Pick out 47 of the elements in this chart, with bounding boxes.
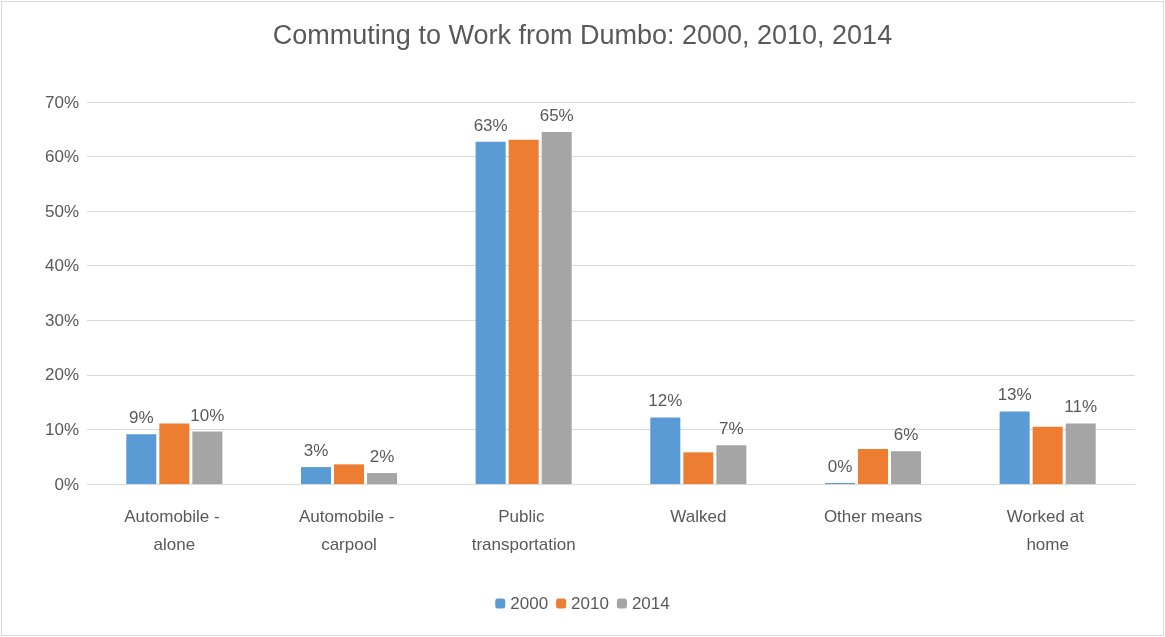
bar — [192, 431, 223, 484]
bar — [300, 467, 331, 484]
chart-title: Commuting to Work from Dumbo: 2000, 2010, 2014 — [272, 19, 893, 50]
data-label: 10% — [190, 405, 225, 425]
y-tick-label: 30% — [44, 310, 79, 330]
data-label: 0% — [827, 457, 853, 476]
bar — [650, 417, 681, 484]
y-tick-label: 70% — [44, 92, 79, 112]
bar — [541, 132, 572, 484]
data-label: 9% — [129, 408, 154, 428]
bar — [683, 452, 714, 484]
data-label: 3% — [303, 441, 329, 461]
x-tick-label: Automobile - carpool — [298, 506, 400, 554]
legend-label: 2010 — [571, 594, 609, 613]
y-tick-label: 60% — [44, 147, 79, 167]
x-tick-label: Automobile - alone — [124, 506, 225, 554]
data-label: 2% — [369, 447, 395, 467]
data-label: 63% — [473, 115, 508, 135]
bar — [891, 451, 922, 484]
bar — [716, 445, 747, 484]
x-tick-label: Walked — [670, 506, 727, 526]
bar — [508, 139, 539, 484]
bar — [1065, 423, 1096, 484]
bar — [126, 434, 157, 484]
data-label: 65% — [539, 106, 574, 126]
data-label: 13% — [997, 385, 1032, 405]
data-label: 11% — [1064, 397, 1098, 417]
y-tick-label: 20% — [44, 365, 79, 385]
y-tick-label: 50% — [44, 201, 79, 221]
x-tick-label: Worked at home — [1006, 506, 1089, 554]
bar — [999, 411, 1030, 484]
bar — [475, 141, 506, 484]
bar — [367, 473, 398, 484]
y-tick-label: 0% — [54, 474, 79, 494]
x-tick-label: Public transportation — [471, 506, 576, 554]
x-tick-label: Other means — [823, 506, 923, 526]
bar — [1032, 426, 1063, 484]
bar — [857, 449, 889, 484]
data-label: 12% — [648, 391, 683, 411]
data-label: 6% — [893, 425, 919, 445]
bar — [333, 464, 365, 484]
bar — [159, 423, 190, 484]
legend-label: 2014 — [631, 594, 670, 613]
y-tick-label: 40% — [44, 256, 79, 276]
data-label: 7% — [719, 419, 744, 439]
legend-label: 2000 — [510, 594, 549, 613]
y-tick-label: 10% — [44, 419, 79, 439]
